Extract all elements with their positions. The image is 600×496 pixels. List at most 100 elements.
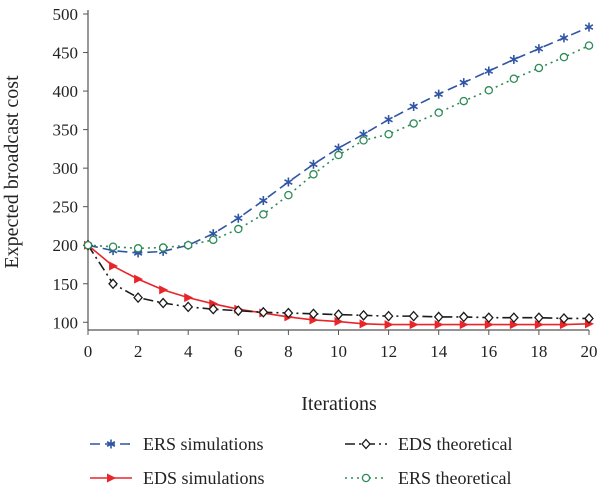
x-tick-label: 16 (480, 342, 497, 361)
star-stroke (534, 45, 544, 52)
data-point-ers-theoretical (484, 86, 494, 95)
data-point-eds-theoretical (358, 309, 369, 321)
data-point-ers-theoretical (208, 235, 218, 245)
star-stroke (208, 230, 218, 237)
x-tick-label: 10 (330, 342, 347, 361)
data-point-eds-simulations (184, 293, 194, 303)
legend-label: ERS theoretical (398, 468, 511, 488)
data-point-ers-simulations (234, 213, 243, 223)
data-point-eds-theoretical (183, 301, 194, 313)
data-point-ers-simulations (559, 33, 569, 43)
data-point-eds-simulations (134, 274, 144, 284)
legend-label: ERS simulations (143, 434, 264, 454)
data-point-eds-simulations (384, 320, 394, 330)
star-stroke (334, 145, 343, 152)
star-stroke (459, 79, 469, 86)
legend-label: EDS simulations (143, 468, 265, 488)
y-tick-label: 500 (53, 5, 79, 24)
data-point-eds-simulations (359, 319, 369, 329)
series-eds-theoretical (83, 239, 594, 324)
y-tick-label: 150 (53, 275, 79, 294)
star-stroke (584, 24, 594, 31)
data-point-ers-theoretical (509, 74, 519, 83)
star-stroke (259, 197, 268, 204)
data-point-eds-theoretical (483, 312, 494, 324)
data-point-eds-theoretical (383, 310, 394, 322)
legend-marker (361, 473, 371, 483)
data-point-eds-theoretical (133, 292, 143, 304)
data-point-ers-simulations (409, 101, 418, 111)
data-point-ers-simulations (284, 177, 293, 187)
data-point-eds-theoretical (258, 306, 269, 318)
data-point-ers-theoretical (434, 108, 443, 117)
data-point-eds-theoretical (458, 311, 469, 323)
legend-item-ers-simulations: ERS simulations (90, 434, 264, 454)
star-stroke (309, 161, 318, 168)
data-point-eds-simulations (534, 320, 544, 330)
y-tick-label: 350 (53, 121, 79, 140)
data-point-eds-theoretical (308, 308, 319, 320)
data-point-ers-theoretical (409, 119, 418, 128)
data-point-ers-theoretical (534, 63, 544, 73)
legend-label: EDS theoretical (398, 434, 512, 454)
data-point-eds-theoretical (158, 297, 169, 309)
data-point-ers-theoretical (559, 52, 569, 62)
x-tick-label: 14 (430, 342, 448, 361)
data-point-eds-theoretical (584, 312, 594, 324)
x-tick-label: 12 (380, 342, 397, 361)
y-tick-label: 450 (53, 44, 79, 63)
series-layer (83, 22, 594, 330)
legend-item-eds-theoretical: EDS theoretical (345, 434, 512, 454)
y-tick-label: 200 (53, 236, 79, 255)
data-point-ers-theoretical (284, 190, 293, 200)
y-tick-label: 100 (53, 313, 79, 332)
data-point-ers-simulations (484, 66, 494, 76)
x-tick-label: 0 (84, 342, 93, 361)
data-point-ers-simulations (534, 44, 544, 54)
series-line-ers-simulations (87, 26, 590, 254)
data-point-eds-theoretical (233, 305, 244, 317)
x-tick-label: 2 (134, 342, 143, 361)
data-point-ers-theoretical (108, 242, 118, 252)
star-stroke (559, 34, 569, 41)
data-point-eds-theoretical (333, 309, 344, 321)
data-point-eds-simulations (459, 320, 469, 330)
data-point-eds-theoretical (283, 307, 294, 319)
data-point-ers-theoretical (158, 243, 168, 252)
star-stroke (384, 116, 393, 123)
data-point-ers-theoretical (459, 96, 468, 106)
legend-item-eds-simulations: EDS simulations (90, 468, 265, 488)
x-axis-title: Iterations (301, 393, 377, 415)
data-point-eds-simulations (334, 317, 344, 327)
data-point-eds-theoretical (534, 312, 544, 324)
data-point-ers-simulations (384, 115, 393, 125)
star-stroke (234, 215, 243, 222)
data-point-eds-simulations (434, 320, 444, 330)
data-point-ers-theoretical (309, 170, 318, 179)
data-point-ers-theoretical (234, 224, 243, 234)
data-point-eds-theoretical (108, 278, 118, 290)
data-point-ers-simulations (309, 159, 318, 169)
data-point-eds-simulations (509, 320, 519, 330)
legend-marker (361, 438, 371, 450)
series-ers-simulations (83, 22, 594, 258)
data-point-eds-theoretical (433, 311, 444, 323)
data-point-ers-theoretical (584, 41, 594, 50)
data-point-ers-theoretical (133, 244, 143, 253)
data-point-eds-theoretical (408, 310, 419, 322)
data-point-eds-theoretical (559, 312, 569, 324)
y-tick-label: 400 (53, 82, 79, 101)
star-stroke (434, 91, 443, 98)
star-stroke (409, 103, 418, 110)
x-tick-label: 8 (284, 342, 293, 361)
y-tick-label: 300 (53, 159, 79, 178)
star-stroke (106, 441, 116, 447)
data-point-eds-simulations (309, 315, 319, 325)
data-point-eds-simulations (559, 320, 569, 330)
data-point-eds-simulations (109, 261, 119, 271)
data-point-eds-simulations (484, 320, 494, 330)
series-line-eds-theoretical (87, 244, 589, 320)
data-point-eds-simulations (159, 285, 169, 295)
legend-marker (106, 439, 116, 449)
